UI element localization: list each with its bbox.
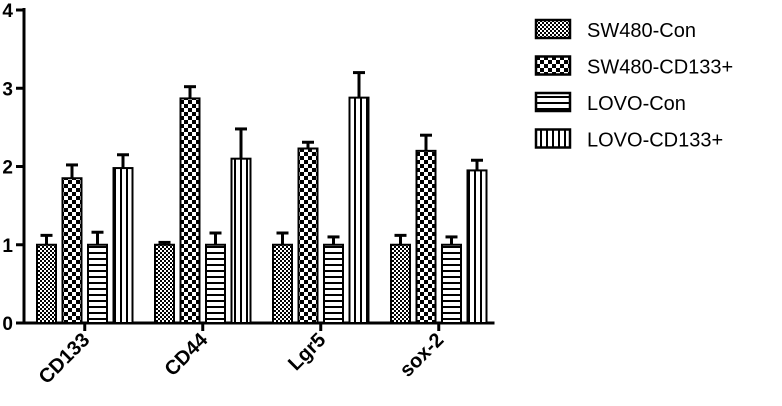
bar-sw480-con [154, 243, 175, 324]
bar-lovo-con [323, 243, 344, 324]
bar-lovo-cd133- [466, 169, 488, 324]
bar-sw480-cd133- [179, 97, 201, 324]
bar-sw480-con [272, 243, 293, 324]
bar-sw480-cd133- [297, 147, 319, 324]
plot-area: 0 1 2 3 4 CD133 CD44 Lgr5 sox-2 [2, 1, 495, 389]
bar-lovo-cd133- [112, 167, 134, 324]
bar-lovo-con [87, 243, 108, 324]
y-tick-label: 2 [2, 158, 13, 179]
legend-label: SW480-Con [587, 20, 696, 42]
x-tick-label: CD133 [35, 329, 95, 389]
y-tick-label: 4 [2, 1, 13, 22]
x-tick-label: Lgr5 [284, 329, 330, 375]
y-tick-label: 0 [2, 314, 13, 335]
legend-label: SW480-CD133+ [587, 57, 733, 79]
bar-sw480-cd133- [415, 149, 437, 324]
legend-label: LOVO-CD133+ [587, 130, 723, 152]
bar-lovo-cd133- [230, 157, 252, 324]
legend-label: LOVO-Con [587, 93, 686, 115]
bar-lovo-cd133- [348, 96, 370, 324]
x-tick-label: sox-2 [396, 329, 449, 382]
bar-lovo-con [205, 243, 226, 324]
legend-swatch [534, 18, 572, 40]
bar-sw480-con [390, 243, 411, 324]
bar-sw480-con [36, 243, 57, 324]
bar-sw480-cd133- [61, 177, 83, 324]
y-tick-label: 1 [2, 236, 13, 257]
y-tick-label: 3 [2, 79, 13, 100]
legend: SW480-Con SW480-CD133+ LOVO-Con LOVO-CD133+ [534, 18, 733, 152]
legend-swatch [534, 128, 572, 149]
legend-swatch [534, 91, 572, 113]
legend-swatch [534, 55, 572, 76]
bar-lovo-con [441, 243, 462, 324]
x-tick-label: CD44 [161, 328, 213, 380]
